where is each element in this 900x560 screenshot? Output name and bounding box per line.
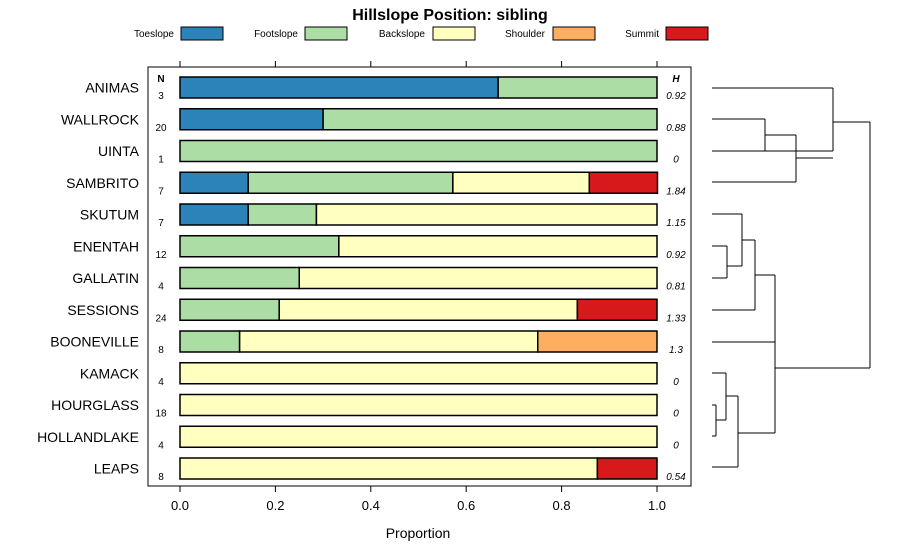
bar-segment [179, 266, 300, 290]
row-n-value: 20 [155, 123, 167, 134]
row-label: SESSIONS [67, 302, 139, 318]
row-n-value: 4 [158, 377, 164, 388]
row-n-value: 4 [158, 282, 164, 293]
legend-swatch [552, 26, 596, 41]
x-axis: 0.0 0.2 0.4 0.6 0.8 1.0 [171, 61, 666, 513]
legend-swatch [304, 26, 348, 41]
h-column-header: H [672, 74, 680, 85]
bar-segment [315, 203, 658, 226]
bar-segment [238, 330, 539, 353]
bar-segment [179, 235, 340, 258]
row-n-value: 12 [155, 250, 167, 261]
bar-segment [452, 171, 591, 194]
row-n-value: 1 [158, 155, 164, 166]
x-tick-label: 1.0 [648, 498, 666, 513]
bar-segment [247, 203, 318, 226]
row-n-value: 8 [158, 345, 164, 356]
row-h-value: 0 [673, 409, 679, 420]
bar-segment [179, 393, 658, 417]
bar-segment [322, 108, 658, 131]
bar-segment [278, 298, 579, 321]
x-tick-label: 0.8 [553, 498, 571, 513]
bar-segment [338, 235, 658, 258]
row-label: GALLATIN [72, 270, 139, 286]
n-column-header: N [157, 74, 164, 85]
row-label: SAMBRITO [66, 175, 139, 191]
row-label: LEAPS [94, 461, 139, 477]
bar-segment [596, 457, 658, 480]
row-label: SKUTUM [80, 207, 139, 223]
bar-segment [179, 76, 499, 99]
x-tick-label: 0.6 [457, 498, 475, 513]
row-h-value: 1.33 [666, 313, 686, 324]
row-h-value: 0.54 [666, 472, 686, 483]
row-label: UINTA [98, 143, 140, 159]
bar-segment [179, 139, 658, 163]
row-label: ENENTAH [73, 238, 139, 254]
legend-swatch [180, 26, 224, 41]
dendrogram [712, 87, 871, 468]
bar-segment [537, 330, 658, 353]
row-label: WALLROCK [61, 111, 140, 127]
bar-segment [179, 330, 241, 353]
legend-label: Backslope [379, 29, 426, 40]
row-label: ANIMAS [85, 80, 139, 96]
bar-segment [179, 203, 249, 226]
row-n-value: 18 [155, 409, 167, 420]
row-label: BOONEVILLE [50, 334, 139, 350]
row-n-value: 4 [158, 440, 164, 451]
legend-label: Footslope [254, 29, 298, 40]
row-h-value: 0 [673, 440, 679, 451]
plot-panel [147, 66, 692, 487]
bar-segment [576, 298, 658, 321]
row-n-value: 8 [158, 472, 164, 483]
row-h-value: 1.3 [669, 345, 683, 356]
row-n-value: 3 [158, 91, 164, 102]
x-tick-label: 0.4 [362, 498, 380, 513]
bar-segment [247, 171, 454, 194]
bar-segment [179, 171, 249, 194]
row-n-value: 24 [155, 313, 167, 324]
bar-segment [298, 266, 658, 290]
row-label: KAMACK [80, 365, 140, 381]
row-n-value: 7 [158, 218, 164, 229]
row-label: HOURGLASS [51, 397, 139, 413]
bar-segment [497, 76, 658, 99]
row-h-value: 0.81 [666, 282, 685, 293]
x-axis-label: Proportion [386, 525, 451, 541]
x-tick-label: 0.2 [266, 498, 284, 513]
row-h-value: 0 [673, 377, 679, 388]
bar-segment [588, 171, 659, 194]
legend-swatch [432, 26, 476, 41]
row-h-value: 1.84 [666, 186, 686, 197]
bar-segment [179, 457, 599, 480]
legend-label: Shoulder [505, 29, 546, 40]
row-h-value: 0 [673, 155, 679, 166]
row-h-value: 0.88 [666, 123, 686, 134]
row-label: HOLLANDLAKE [37, 429, 139, 445]
row-h-value: 0.92 [666, 91, 686, 102]
bar-segment [179, 108, 324, 131]
chart-title: Hillslope Position: sibling [352, 7, 548, 24]
row-h-value: 1.15 [666, 218, 686, 229]
legend-swatch [665, 26, 709, 41]
x-tick-label: 0.0 [171, 498, 189, 513]
row-n-value: 7 [158, 186, 164, 197]
bar-segment [179, 425, 658, 448]
legend: Toeslope Footslope Backslope Shoulder Summit [134, 26, 709, 41]
bar-segment [179, 362, 658, 385]
legend-label: Toeslope [134, 29, 174, 40]
row-h-value: 0.92 [666, 250, 686, 261]
bar-rows: ANIMAS 3 0.92 WALLROCK 20 0.88 UINTA 1 0 SAMBRITO… [37, 76, 686, 483]
legend-label: Summit [625, 29, 659, 40]
bar-segment [179, 298, 280, 321]
